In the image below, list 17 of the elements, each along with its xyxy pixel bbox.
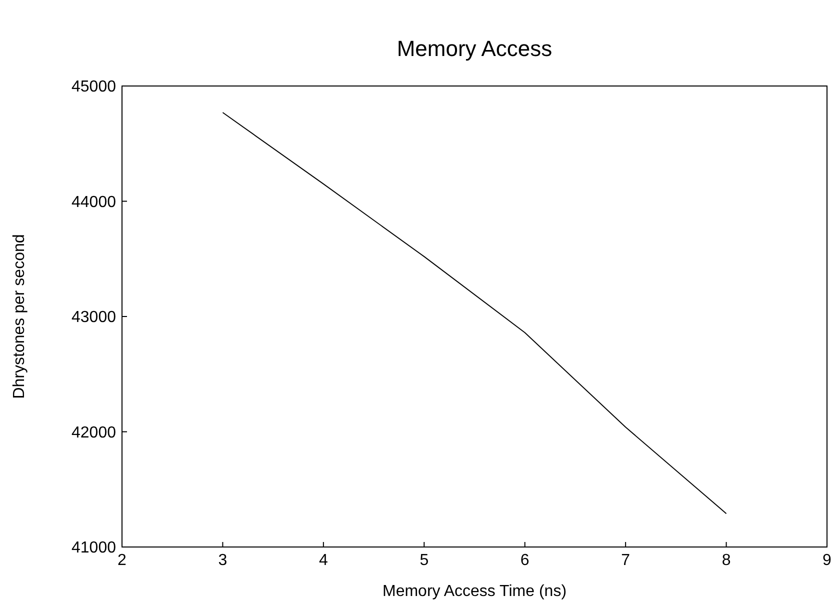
y-tick-label: 45000 — [72, 78, 116, 96]
y-tick-label: 41000 — [72, 540, 116, 557]
y-tick-label: 44000 — [72, 194, 116, 211]
y-axis-title: Dhrystones per second — [11, 234, 28, 399]
x-tick-label: 4 — [318, 552, 328, 569]
x-tick-label: 8 — [722, 552, 731, 569]
x-tick-label: 6 — [520, 552, 530, 569]
y-tick-label: 42000 — [72, 424, 116, 442]
x-tick-label: 3 — [218, 552, 228, 569]
x-axis-title: Memory Access Time (ns) — [382, 583, 567, 600]
line-series — [222, 112, 727, 514]
x-tick-label: 2 — [118, 552, 127, 569]
chart-title: Memory Access — [396, 36, 552, 61]
x-tick-label: 7 — [621, 552, 630, 569]
y-tick-label: 43000 — [72, 309, 116, 326]
x-tick-label: 9 — [822, 552, 832, 569]
x-tick-label: 5 — [420, 552, 429, 569]
